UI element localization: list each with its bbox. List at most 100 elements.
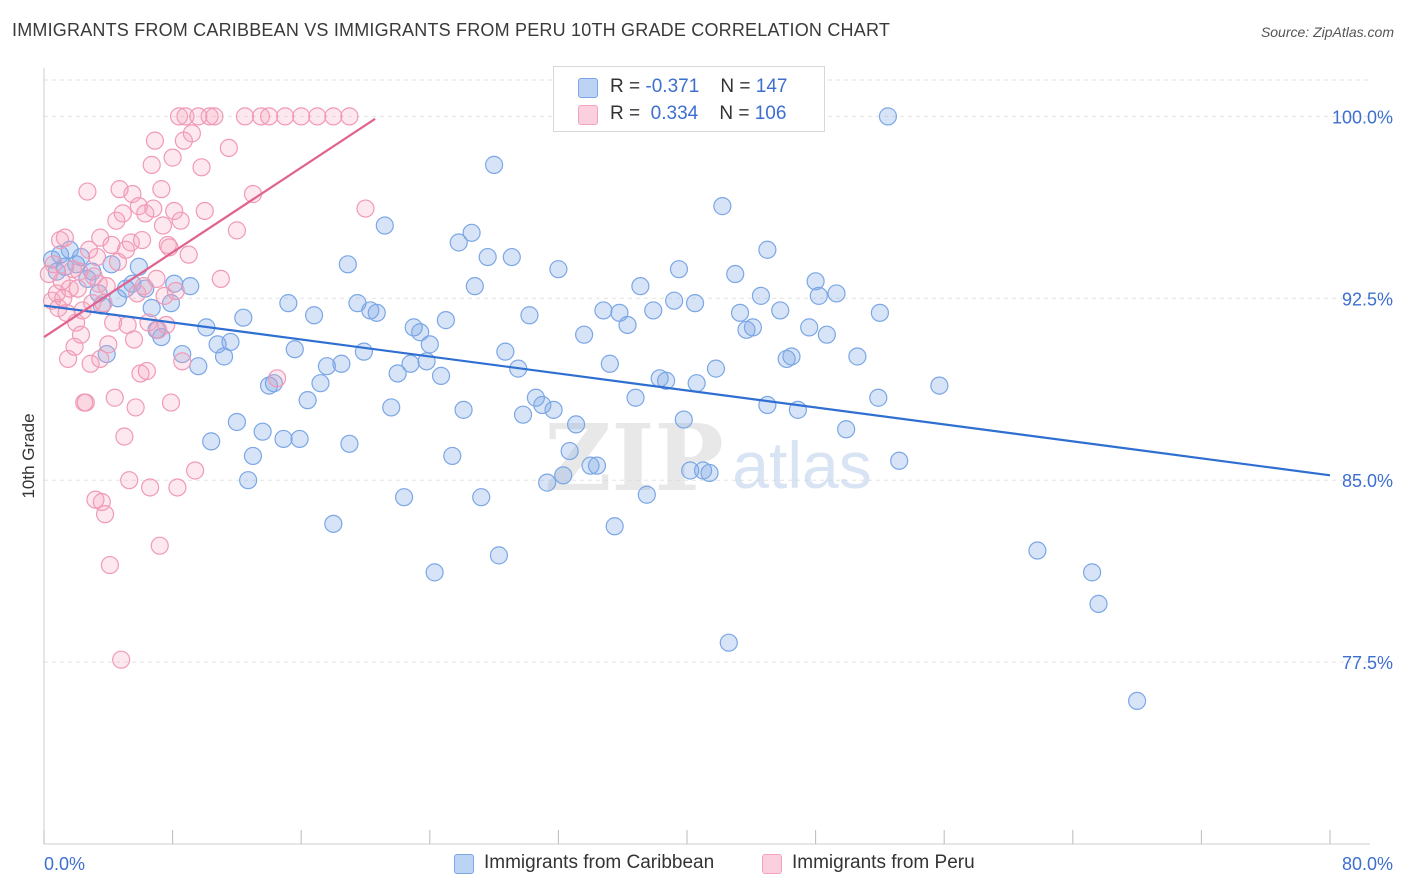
data-point-peru <box>157 315 176 335</box>
data-point-peru <box>142 155 161 174</box>
data-point-caribbean <box>202 432 221 451</box>
data-point-caribbean <box>264 374 283 393</box>
data-point-peru <box>195 201 214 221</box>
chart-title: IMMIGRANTS FROM CARIBBEAN VS IMMIGRANTS … <box>12 20 891 40</box>
data-point-peru <box>179 245 198 264</box>
data-point-caribbean <box>566 415 586 434</box>
data-point-peru <box>168 478 187 497</box>
r-label: R = <box>610 76 641 97</box>
data-point-caribbean <box>631 277 650 296</box>
data-point-caribbean <box>657 371 676 390</box>
data-point-peru <box>132 230 152 250</box>
data-point-caribbean <box>161 294 181 313</box>
data-point-peru <box>105 388 124 407</box>
n-value-caribbean: 147 <box>755 76 788 97</box>
data-point-caribbean <box>290 429 309 449</box>
trend-line-caribbean <box>43 304 1331 477</box>
data-point-caribbean <box>425 563 444 582</box>
data-point-caribbean <box>870 303 890 322</box>
data-point-caribbean <box>681 461 700 480</box>
data-point-caribbean <box>1089 594 1108 613</box>
data-point-caribbean <box>806 272 825 291</box>
legend-label-caribbean: Immigrants from Caribbean <box>484 852 715 873</box>
caribbean-swatch <box>454 854 474 874</box>
data-point-peru <box>91 349 110 369</box>
data-point-caribbean <box>304 306 324 325</box>
data-point-caribbean <box>827 284 846 303</box>
data-point-peru <box>200 107 219 126</box>
data-point-peru <box>121 233 140 252</box>
n-label: N = <box>720 76 751 97</box>
data-point-peru <box>171 211 190 230</box>
data-point-caribbean <box>560 441 579 461</box>
data-point-caribbean <box>685 294 705 313</box>
y-axis-label: 10th Grade <box>19 413 38 498</box>
data-point-caribbean <box>513 405 533 424</box>
data-point-caribbean <box>227 412 246 432</box>
data-point-peru <box>70 262 89 281</box>
data-point-peru <box>211 269 230 288</box>
data-point-caribbean <box>142 298 161 318</box>
data-point-caribbean <box>538 473 557 492</box>
data-point-caribbean <box>674 410 693 429</box>
data-point-caribbean <box>730 303 750 322</box>
data-point-peru <box>161 393 181 412</box>
data-point-peru <box>155 286 174 305</box>
data-point-peru <box>153 216 173 235</box>
data-point-peru <box>173 352 192 371</box>
data-point-caribbean <box>575 325 594 344</box>
data-point-caribbean <box>189 357 208 376</box>
data-point-caribbean <box>472 488 491 507</box>
data-point-caribbean <box>549 260 568 279</box>
data-point-caribbean <box>401 354 420 373</box>
data-point-caribbean <box>436 311 455 330</box>
data-point-caribbean <box>869 388 888 407</box>
data-point-caribbean <box>665 291 684 310</box>
data-point-caribbean <box>618 315 637 335</box>
data-point-peru <box>71 325 91 344</box>
data-point-caribbean <box>221 332 240 352</box>
data-point-peru <box>137 361 156 381</box>
data-point-peru <box>152 180 171 199</box>
data-point-caribbean <box>758 395 777 415</box>
data-point-caribbean <box>706 359 726 378</box>
data-point-caribbean <box>777 349 796 369</box>
data-point-caribbean <box>669 260 689 279</box>
data-point-caribbean <box>600 354 619 373</box>
data-point-caribbean <box>554 466 573 485</box>
data-point-peru <box>102 235 121 255</box>
source-credit: Source: ZipAtlas.com <box>1260 24 1394 40</box>
data-point-caribbean <box>375 216 394 235</box>
data-point-peru <box>128 284 147 303</box>
data-point-caribbean <box>848 347 867 366</box>
legend-label-peru: Immigrants from Peru <box>792 852 975 873</box>
data-point-peru <box>182 124 201 143</box>
y-tick-label: 85.0% <box>1342 471 1393 491</box>
data-point-peru <box>166 281 185 301</box>
data-point-caribbean <box>443 446 462 466</box>
caribbean-swatch <box>578 78 598 98</box>
x-tick-label: 80.0% <box>1342 854 1393 874</box>
data-point-caribbean <box>713 197 732 216</box>
data-point-peru <box>68 279 87 298</box>
data-point-peru <box>126 398 145 417</box>
data-point-peru <box>150 536 169 555</box>
data-point-peru <box>95 505 115 524</box>
data-point-peru <box>44 255 63 274</box>
data-point-caribbean <box>354 342 373 361</box>
data-point-caribbean <box>234 308 253 327</box>
data-point-caribbean <box>431 366 451 385</box>
trend-line-peru <box>43 117 376 339</box>
data-point-caribbean <box>626 388 645 407</box>
data-point-caribbean <box>502 247 521 267</box>
data-point-peru <box>129 197 148 216</box>
data-point-caribbean <box>544 400 563 419</box>
data-point-caribbean <box>478 247 497 267</box>
data-point-caribbean <box>1082 563 1102 582</box>
data-point-caribbean <box>644 301 663 320</box>
data-point-peru <box>205 107 224 126</box>
data-point-caribbean <box>743 318 763 337</box>
data-point-peru <box>340 107 359 126</box>
data-point-caribbean <box>317 357 337 376</box>
y-tick-label: 77.5% <box>1342 653 1393 673</box>
